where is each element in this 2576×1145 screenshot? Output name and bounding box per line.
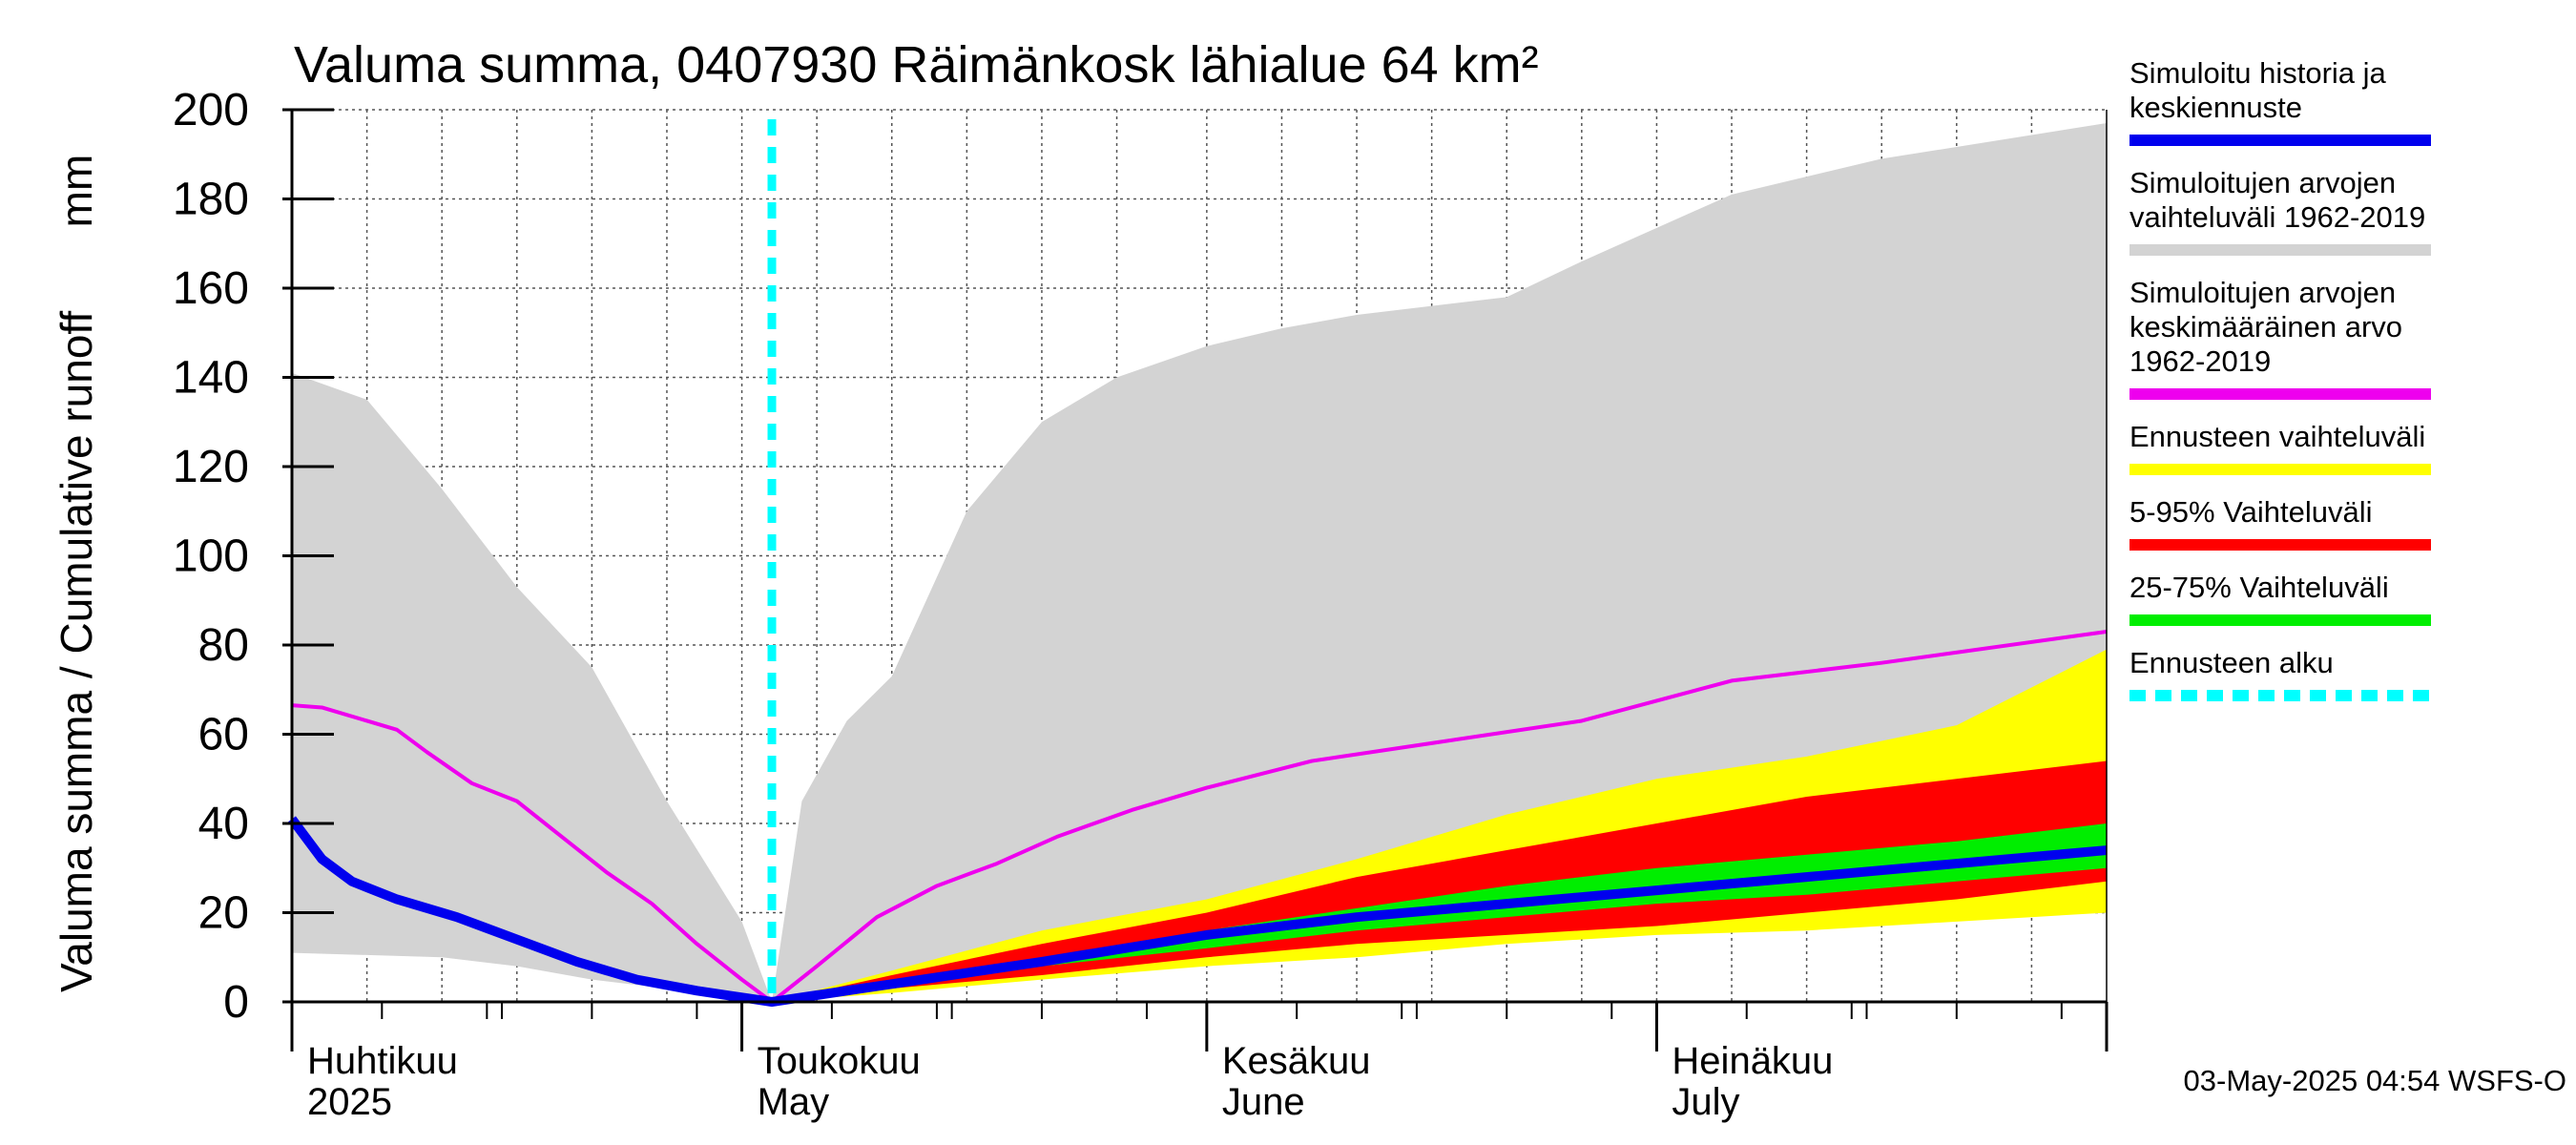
- chart-title: Valuma summa, 0407930 Räimänkosk lähialu…: [294, 36, 1539, 94]
- legend-label: vaihteluväli 1962-2019: [2129, 200, 2425, 234]
- y-tick-label: 40: [198, 799, 249, 849]
- footer-timestamp: 03-May-2025 04:54 WSFS-O: [2184, 1064, 2566, 1097]
- x-month-label: Heinäkuu: [1672, 1040, 1833, 1082]
- y-tick-label: 80: [198, 620, 249, 671]
- series-5-95-band: [772, 760, 2107, 1002]
- legend-label: Ennusteen alku: [2129, 646, 2334, 679]
- legend-label: 1962-2019: [2129, 344, 2271, 378]
- series-simulated-line: [287, 816, 2108, 1007]
- plot-area: [287, 109, 2108, 1007]
- legend-label: keskimääräinen arvo: [2129, 310, 2402, 344]
- legend-label: Simuloitujen arvojen: [2129, 276, 2396, 309]
- legend-label: Simuloitu historia ja: [2129, 56, 2387, 90]
- y-tick-label: 100: [173, 531, 249, 582]
- y-tick-label: 0: [223, 977, 249, 1028]
- x-month-label: Kesäkuu: [1222, 1040, 1371, 1082]
- y-tick-label: 160: [173, 263, 249, 314]
- x-month-sublabel: July: [1672, 1081, 1739, 1123]
- y-tick-label: 140: [173, 353, 249, 404]
- legend-label: Simuloitujen arvojen: [2129, 166, 2396, 199]
- legend-label: Ennusteen vaihteluväli: [2129, 420, 2425, 453]
- y-tick-label: 180: [173, 175, 249, 225]
- x-month-sublabel: June: [1222, 1081, 1305, 1123]
- y-axis-label: Valuma summa / Cumulative runoff: [52, 311, 101, 992]
- y-tick-label: 120: [173, 442, 249, 492]
- x-month-sublabel: 2025: [307, 1081, 392, 1123]
- x-month-label: Toukokuu: [758, 1040, 921, 1082]
- y-tick-label: 20: [198, 888, 249, 939]
- series-hist-mean-line: [291, 629, 2108, 1004]
- y-tick-label: 60: [198, 710, 249, 760]
- y-axis-unit: mm: [52, 155, 101, 228]
- legend-label: 5-95% Vaihteluväli: [2129, 495, 2372, 529]
- x-month-label: Huhtikuu: [307, 1040, 458, 1082]
- x-month-sublabel: May: [758, 1081, 830, 1123]
- y-tick-label: 200: [173, 85, 249, 135]
- legend-label: keskiennuste: [2129, 91, 2302, 124]
- legend-label: 25-75% Vaihteluväli: [2129, 571, 2389, 604]
